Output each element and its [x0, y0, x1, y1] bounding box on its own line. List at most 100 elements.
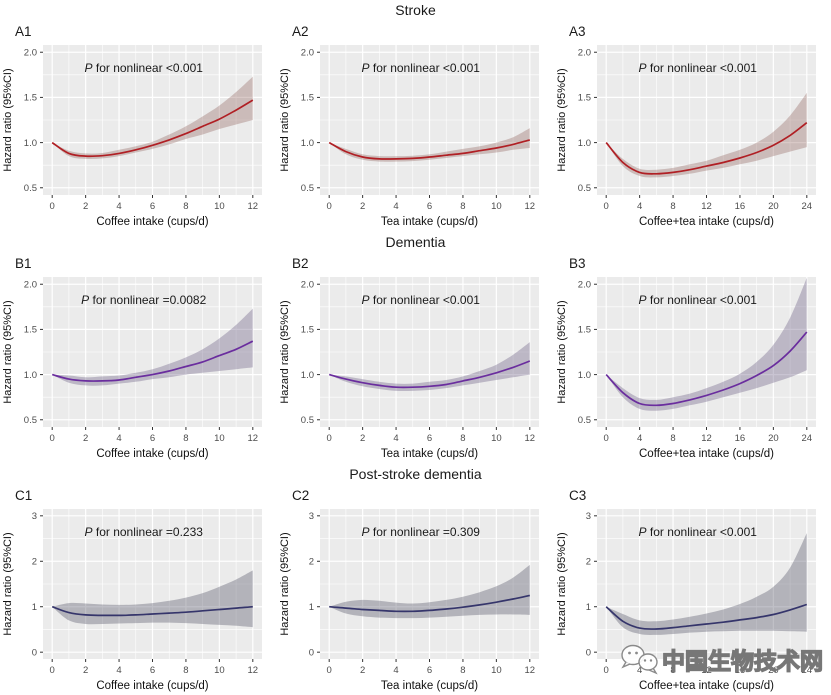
panel-B2: B2 0 2 4 6 8 10 12 0.5 1.0 1.5 2.0 Tea intake (cups/…: [277, 255, 554, 464]
p-annotation: P for nonlinear <0.001: [85, 61, 204, 75]
x-tick-label: 2: [83, 665, 88, 676]
panel-B1: B1 0 2 4 6 8 10 12 0.5 1.0 1.5 2.0 Coffee intake (cu…: [0, 255, 277, 464]
y-tick-label: 2.0: [24, 279, 37, 290]
x-tick-label: 2: [360, 433, 365, 444]
x-tick-label: 4: [393, 665, 398, 676]
y-tick-label: 1: [32, 602, 37, 613]
x-tick-label: 12: [525, 433, 536, 444]
y-tick-label: 0.5: [24, 415, 37, 426]
y-tick-label: 1.5: [578, 325, 591, 336]
panel-label-C2: C2: [292, 488, 310, 503]
x-tick-label: 2: [83, 201, 88, 212]
y-tick-label: 2.0: [24, 47, 37, 58]
x-tick-label: 8: [460, 665, 465, 676]
hr-curve: [328, 360, 531, 389]
y-tick-label: 1.5: [301, 93, 314, 104]
y-tick-label: 1.5: [578, 93, 591, 104]
y-tick-label: 1.5: [301, 325, 314, 336]
row-stroke: Stroke A1 0 2 4 6 8 10 12 0.5 1.0 1.5 2.0 Coffee int…: [0, 0, 831, 232]
x-tick-label: 12: [525, 201, 536, 212]
y-tick-label: 0.5: [24, 183, 37, 194]
x-tick-label: 8: [183, 201, 188, 212]
x-tick-label: 12: [248, 665, 259, 676]
x-tick-label: 16: [735, 433, 746, 444]
x-tick-label: 20: [768, 201, 779, 212]
row-title-post-stroke-dementia: Post-stroke dementia: [349, 466, 482, 482]
y-tick-label: 2: [32, 556, 37, 567]
x-tick-label: 0: [327, 665, 332, 676]
y-axis-title: Hazard ratio (95%CI): [2, 68, 14, 171]
ci-band: [52, 570, 253, 628]
y-tick-label: 1.5: [24, 93, 37, 104]
x-tick-label: 12: [525, 665, 536, 676]
chart-A2: 0 2 4 6 8 10 12 0.5 1.0 1.5 2.0 Tea intake (cups/d)…: [279, 45, 539, 228]
hr-curve: [605, 331, 808, 407]
x-axis-title: Coffee+tea intake (cups/d): [639, 216, 774, 228]
x-tick-label: 8: [460, 433, 465, 444]
x-axis-title: Tea intake (cups/d): [381, 216, 478, 228]
y-tick-label: 2.0: [578, 279, 591, 290]
panels-row-stroke: A1 0 2 4 6 8 10 12 0.5 1.0 1.5 2.0 Coffee intake (cu…: [0, 23, 831, 232]
chart-B2: 0 2 4 6 8 10 12 0.5 1.0 1.5 2.0 Tea intake (cups/d)…: [279, 277, 539, 460]
x-axis-title: Coffee intake (cups/d): [96, 216, 208, 228]
x-tick-label: 12: [701, 201, 712, 212]
hr-curve: [605, 122, 808, 175]
ci-band: [329, 128, 530, 162]
x-tick-label: 24: [802, 201, 813, 212]
y-tick-label: 3: [586, 511, 591, 522]
p-annotation: P for nonlinear <0.001: [362, 293, 481, 307]
chart-B3: 0 4 8 12 16 20 24 0.5 1.0 1.5 2.0 Coffee+tea intake…: [556, 277, 816, 460]
ci-band: [52, 308, 253, 386]
panel-C2: C2 0 2 4 6 8 10 12 0 1 2 3 Tea intake (cups/d) Hazard…: [277, 487, 554, 695]
x-tick-label: 2: [360, 201, 365, 212]
chart-A1: 0 2 4 6 8 10 12 0.5 1.0 1.5 2.0 Coffee intake (cups…: [2, 45, 262, 228]
x-tick-label: 2: [83, 433, 88, 444]
y-axis-title: Hazard ratio (95%CI): [556, 68, 568, 171]
y-axis-title: Hazard ratio (95%CI): [2, 300, 14, 403]
x-tick-label: 8: [183, 433, 188, 444]
ci-band: [606, 533, 807, 635]
x-tick-label: 0: [50, 433, 55, 444]
x-tick-label: 12: [248, 201, 259, 212]
panel-label-C1: C1: [15, 488, 33, 503]
x-axis-title: Coffee intake (cups/d): [96, 448, 208, 460]
panel-label-A1: A1: [15, 24, 32, 39]
x-tick-label: 10: [491, 433, 502, 444]
panels-row-post-stroke-dementia: C1 0 2 4 6 8 10 12 0 1 2 3 Coffee intake (cups/d) Haz…: [0, 487, 831, 695]
y-tick-label: 0.5: [301, 183, 314, 194]
p-annotation: P for nonlinear <0.001: [639, 293, 758, 307]
y-tick-label: 1.0: [301, 370, 314, 381]
y-tick-label: 3: [32, 511, 37, 522]
x-tick-label: 12: [248, 433, 259, 444]
y-tick-label: 1.0: [578, 370, 591, 381]
x-tick-label: 4: [116, 665, 121, 676]
x-tick-label: 4: [116, 201, 121, 212]
p-annotation: P for nonlinear <0.001: [362, 61, 481, 75]
hr-curve: [328, 139, 531, 160]
y-axis-title: Hazard ratio (95%CI): [2, 532, 14, 635]
x-tick-label: 24: [802, 665, 813, 676]
row-title-dementia: Dementia: [385, 234, 446, 250]
x-tick-label: 16: [735, 665, 746, 676]
panel-B3: B3 0 4 8 12 16 20 24 0.5 1.0 1.5 2.0 Coffee+tea inta…: [554, 255, 831, 464]
x-tick-label: 8: [670, 433, 675, 444]
x-tick-label: 8: [670, 665, 675, 676]
x-tick-label: 4: [393, 433, 398, 444]
p-annotation: P for nonlinear =0.233: [85, 525, 204, 539]
hr-curve: [605, 603, 808, 630]
ci-band: [52, 76, 253, 160]
hr-curve: [329, 594, 530, 613]
y-axis-title: Hazard ratio (95%CI): [556, 300, 568, 403]
x-tick-label: 16: [735, 201, 746, 212]
x-tick-label: 6: [427, 665, 432, 676]
x-tick-label: 6: [427, 201, 432, 212]
panel-label-B2: B2: [292, 256, 309, 271]
row-dementia: Dementia B1 0 2 4 6 8 10 12 0.5 1.0 1.5 2.0 Coffee i…: [0, 232, 831, 464]
y-tick-label: 0.5: [578, 415, 591, 426]
x-tick-label: 12: [701, 665, 712, 676]
x-tick-label: 8: [670, 201, 675, 212]
y-tick-label: 1.0: [24, 138, 37, 149]
